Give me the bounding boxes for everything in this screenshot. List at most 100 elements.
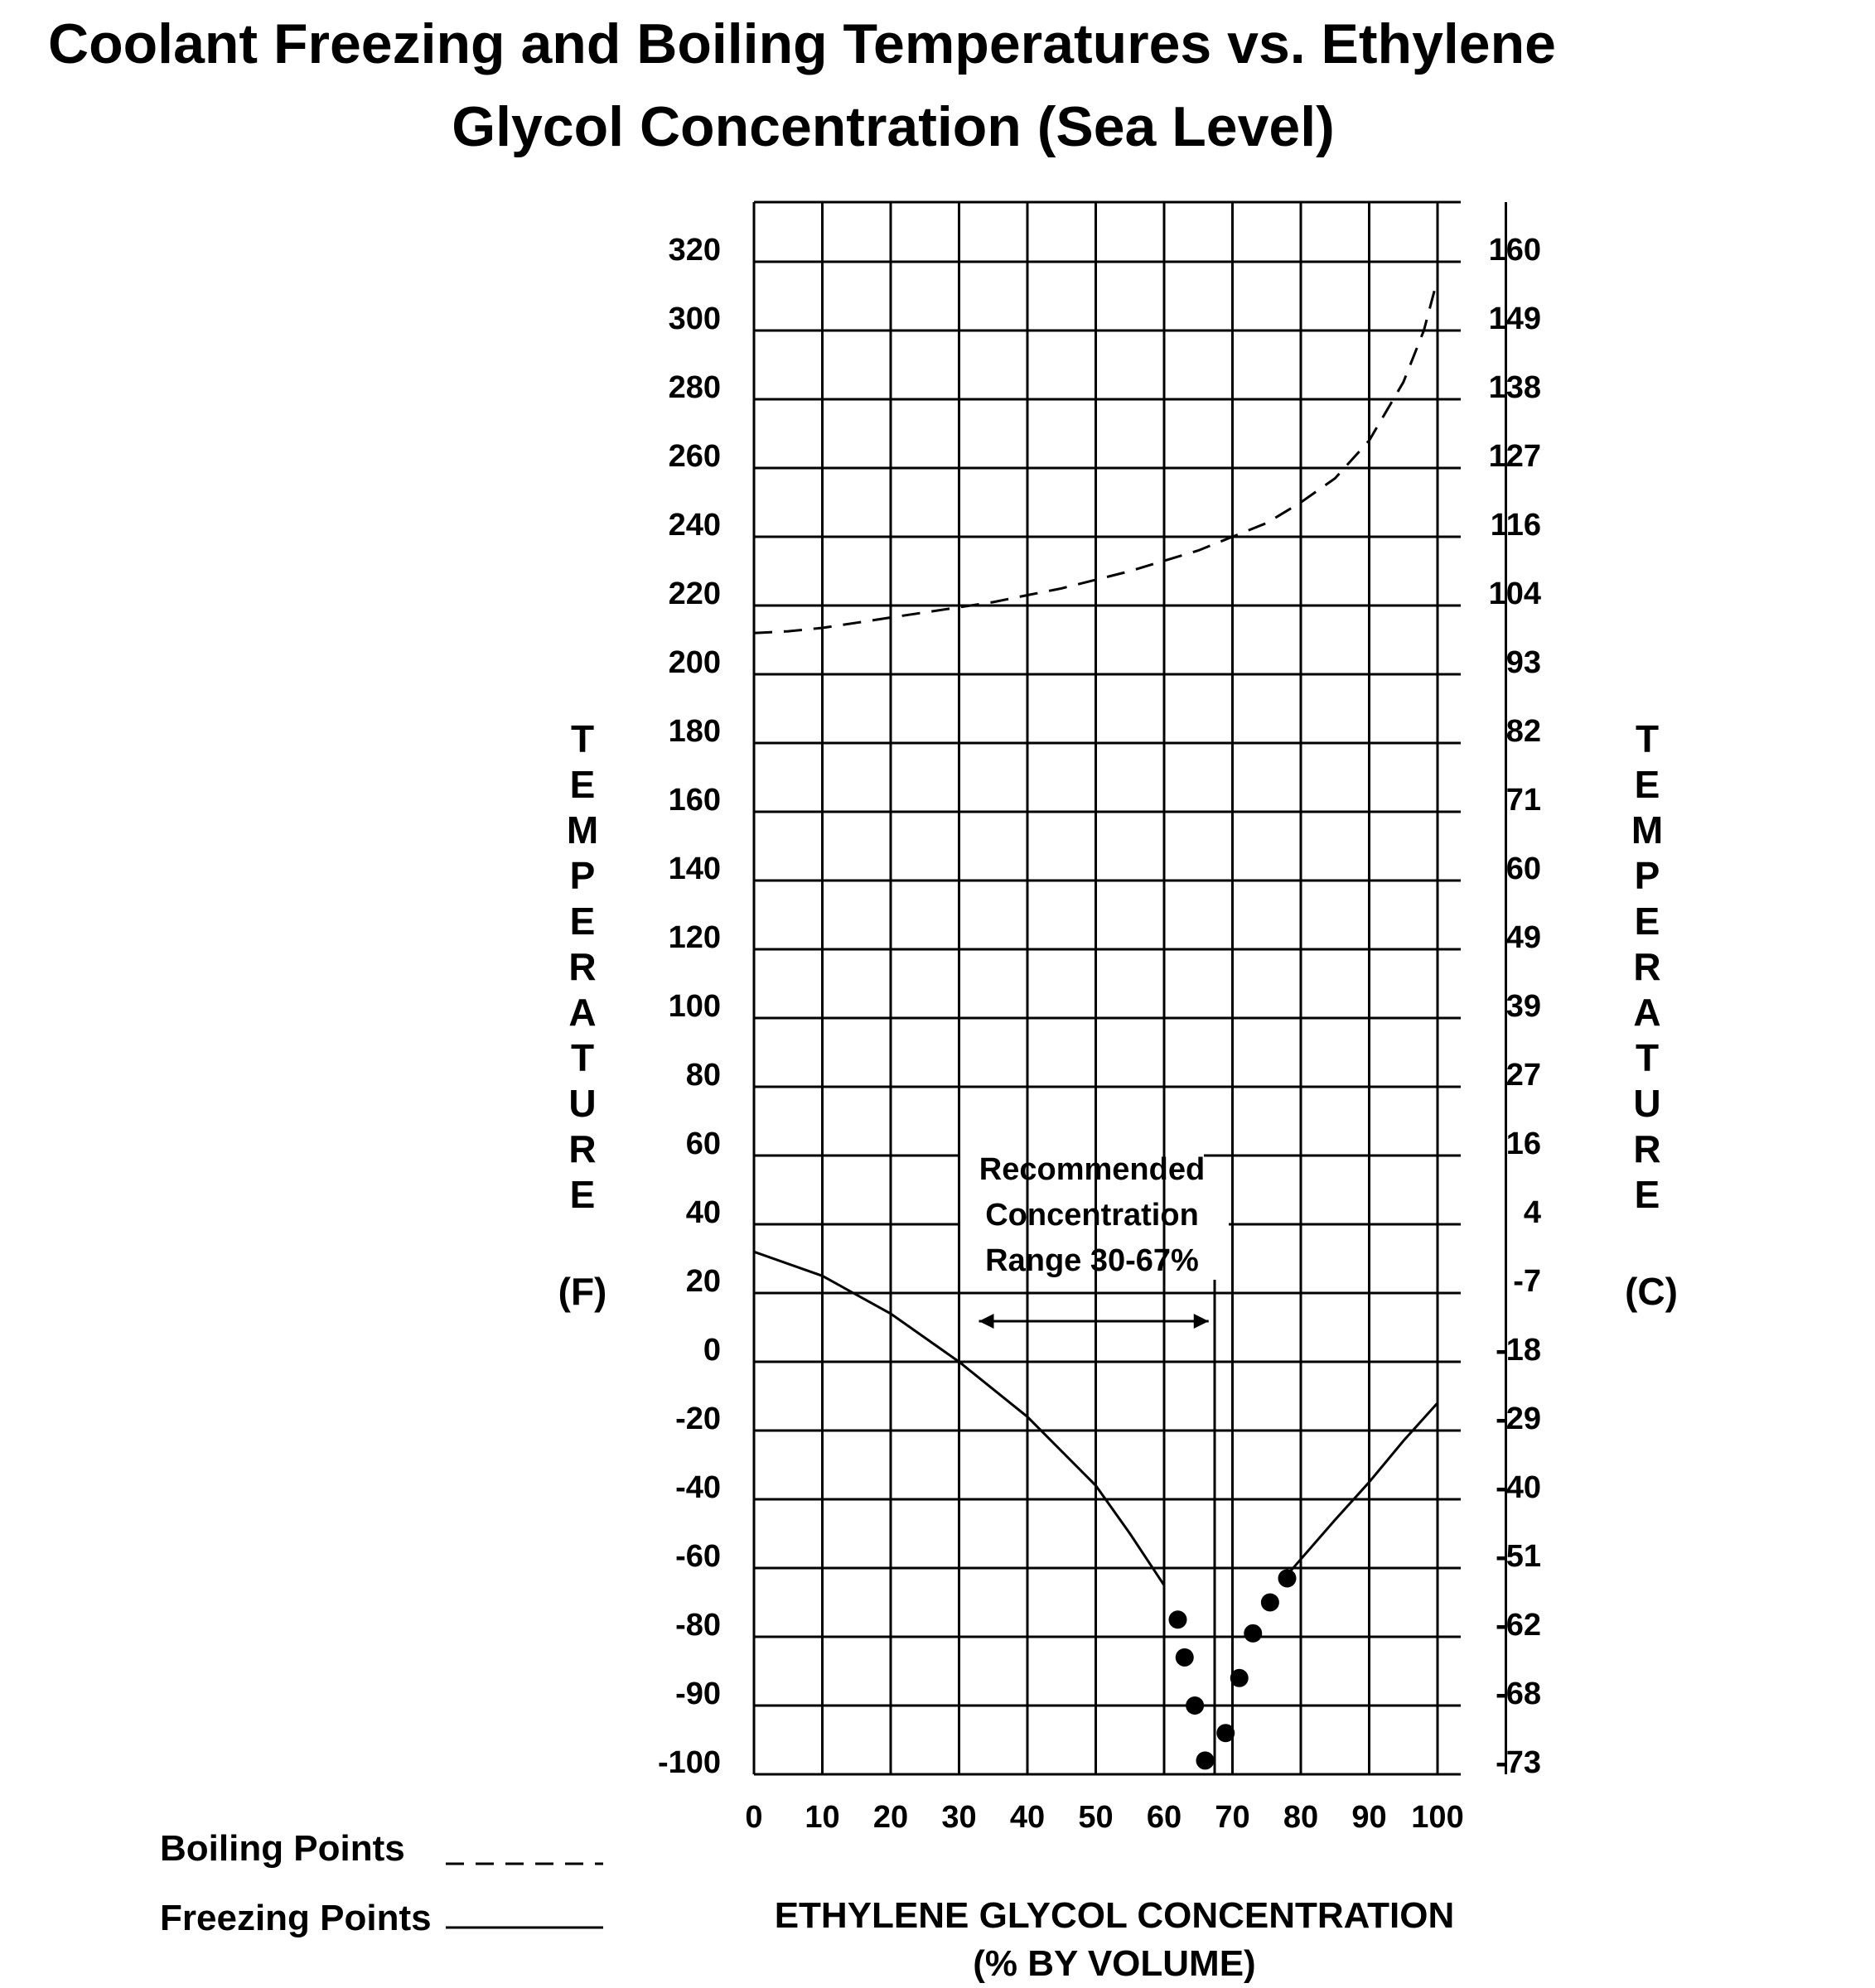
y-axis-label-letter: T (571, 717, 594, 760)
y-axis-label-letter: T (1636, 1036, 1659, 1079)
x-tick-label: 100 (1411, 1800, 1463, 1835)
y-tick-label-right: -62 (1496, 1608, 1541, 1643)
y-tick-label-left: -80 (675, 1608, 721, 1643)
y-tick-label-left: 300 (669, 302, 721, 336)
y-axis-label-letter: U (1633, 1082, 1660, 1125)
freezing-point-dot (1244, 1624, 1263, 1643)
plot-grid (752, 200, 1507, 1776)
y-tick-label-right: 16 (1506, 1127, 1541, 1161)
y-tick-label-right: -68 (1496, 1677, 1541, 1711)
series-layer (753, 278, 1439, 1770)
boiling-points-line (753, 278, 1439, 635)
y-tick-label-left: 260 (669, 439, 721, 474)
y-tick-label-left: 180 (669, 714, 721, 749)
y-tick-label-left: 220 (669, 577, 721, 611)
y-tick-label-right: 60 (1506, 852, 1541, 886)
legend-label-freezing: Freezing Points (160, 1898, 432, 1938)
y-axis-label-letter: E (1635, 1173, 1660, 1216)
y-tick-label-left: 80 (686, 1058, 721, 1093)
y-tick-label-left: 240 (669, 508, 721, 543)
y-tick-label-right: -29 (1496, 1402, 1541, 1436)
freezing-point-dot (1230, 1668, 1249, 1687)
legend: Boiling Points Freezing Points (160, 1828, 603, 1938)
y-tick-label-left: -40 (675, 1470, 721, 1505)
chart-title-line-1: Coolant Freezing and Boiling Temperature… (48, 12, 1556, 75)
y-tick-label-right: -18 (1496, 1333, 1541, 1368)
legend-label-boiling: Boiling Points (160, 1828, 405, 1869)
y-axis-label-letter: E (570, 763, 596, 806)
range-arrow-head-right (1193, 1314, 1209, 1329)
freezing-point-dot (1168, 1610, 1187, 1629)
freezing-point-dot (1196, 1751, 1215, 1770)
freezing-point-dot (1278, 1569, 1297, 1588)
y-axis-label-letter: T (571, 1036, 594, 1079)
x-axis-label-line-2: (% BY VOLUME) (973, 1943, 1255, 1984)
y-tick-label-left: -20 (675, 1402, 721, 1436)
y-tick-label-right: -40 (1496, 1470, 1541, 1505)
x-tick-label: 50 (1078, 1800, 1113, 1835)
y-tick-label-left: 160 (669, 783, 721, 818)
y-axis-label-letter: M (567, 808, 598, 852)
y-axis-label-letter: E (1635, 763, 1660, 806)
y-axis-unit-right: (C) (1625, 1270, 1678, 1313)
recommended-range-text: Range 30-67% (985, 1243, 1199, 1278)
axis-tick-labels: -100 -73 -90 -68 -80 -62 -60 -51 -40 -40 -20 -29 0 -1… (658, 233, 1541, 1835)
y-tick-label-right: -73 (1496, 1745, 1541, 1780)
y-tick-label-left: 100 (669, 989, 721, 1024)
y-axis-label-letter: P (1635, 854, 1660, 897)
y-tick-label-left: -90 (675, 1677, 721, 1711)
y-axis-label-letter: P (570, 854, 596, 897)
x-tick-label: 70 (1215, 1800, 1249, 1835)
y-axis-label-letter: E (570, 900, 596, 943)
y-tick-label-right: 39 (1506, 989, 1541, 1024)
x-axis-label-line-1: ETHYLENE GLYCOL CONCENTRATION (775, 1895, 1455, 1936)
y-tick-label-right: 93 (1506, 645, 1541, 680)
y-tick-label-left: 140 (669, 852, 721, 886)
y-tick-label-right: 4 (1524, 1195, 1541, 1230)
x-tick-label: 10 (805, 1800, 839, 1835)
y-axis-label-letter: R (568, 1127, 596, 1170)
y-tick-label-left: 120 (669, 920, 721, 955)
y-axis-label-letter: E (1635, 900, 1660, 943)
y-tick-label-right: 149 (1489, 302, 1541, 336)
y-axis-label-letter: U (568, 1082, 596, 1125)
y-tick-label-right: -51 (1496, 1539, 1541, 1574)
y-tick-label-right: 104 (1489, 577, 1541, 611)
y-tick-label-right: 160 (1489, 233, 1541, 268)
y-tick-label-right: 27 (1506, 1058, 1541, 1093)
y-axis-label-letter: E (570, 1173, 596, 1216)
recommended-range-text: Recommended (979, 1152, 1205, 1187)
y-axis-label-letter: T (1636, 717, 1659, 760)
y-tick-label-left: 60 (686, 1127, 721, 1161)
y-tick-label-left: 20 (686, 1264, 721, 1299)
y-axis-label-letter: R (1633, 945, 1660, 988)
x-tick-label: 30 (941, 1800, 976, 1835)
range-arrow-head-left (979, 1314, 994, 1329)
freezing-point-dot (1216, 1724, 1235, 1743)
y-tick-label-left: 320 (669, 233, 721, 268)
freezing-points-line (1286, 1402, 1439, 1576)
y-axis-unit-left: (F) (558, 1270, 607, 1313)
y-tick-label-right: 71 (1506, 783, 1541, 818)
freezing-point-dot (1186, 1696, 1205, 1715)
y-tick-label-right: 138 (1489, 370, 1541, 405)
y-tick-label-right: 82 (1506, 714, 1541, 749)
y-tick-label-right: 127 (1489, 439, 1541, 474)
y-tick-label-left: 40 (686, 1195, 721, 1230)
y-tick-label-left: 0 (703, 1333, 721, 1368)
x-tick-label: 40 (1010, 1800, 1045, 1835)
y-tick-label-left: 200 (669, 645, 721, 680)
y-axis-label-letter: A (568, 991, 596, 1034)
y-tick-label-left: -100 (658, 1745, 721, 1780)
freezing-points-line (753, 1250, 1166, 1586)
x-tick-label: 60 (1147, 1800, 1182, 1835)
freezing-point-dot (1175, 1648, 1194, 1667)
y-tick-label-left: -60 (675, 1539, 721, 1574)
y-tick-label-right: 116 (1491, 508, 1541, 543)
freezing-point-dot (1260, 1593, 1279, 1612)
recommended-range-text: Concentration (985, 1198, 1199, 1233)
x-tick-label: 20 (873, 1800, 908, 1835)
y-axis-label-letter: R (568, 945, 596, 988)
